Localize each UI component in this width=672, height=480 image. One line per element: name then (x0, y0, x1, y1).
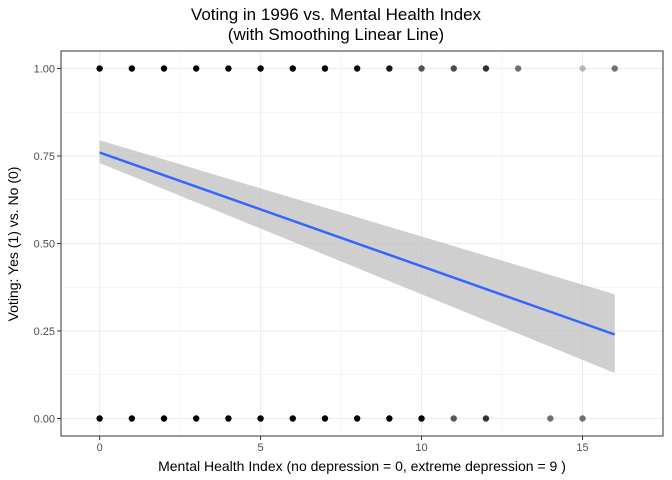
data-point (386, 415, 393, 422)
data-point (96, 415, 103, 422)
data-point (128, 415, 136, 422)
confidence-band (99, 140, 615, 373)
data-point (450, 65, 457, 72)
data-point (514, 65, 522, 72)
data-point (353, 65, 361, 72)
y-axis-title: Voting: Yes (1) vs. No (0) (5, 167, 21, 322)
chart-subtitle: (with Smoothing Linear Line) (227, 25, 445, 44)
x-axis-title: Mental Health Index (no depression = 0, … (158, 458, 566, 474)
fit-line (99, 151, 616, 336)
data-point (289, 415, 296, 422)
y-tick-label: 0.50 (34, 239, 55, 251)
y-tick-label: 0.25 (34, 326, 55, 338)
data-point (225, 65, 232, 72)
data-point (289, 65, 296, 72)
data-point (386, 65, 393, 72)
data-point (160, 65, 168, 72)
data-point (321, 65, 329, 72)
x-tick-label: 10 (415, 442, 427, 454)
grid-lines (61, 51, 663, 436)
y-tick-label: 1.00 (34, 64, 55, 76)
x-tick-label: 15 (576, 442, 588, 454)
data-point (611, 65, 618, 72)
data-point (547, 415, 554, 422)
x-axis-ticks: 0 5 10 15 (97, 436, 589, 454)
data-point (450, 415, 457, 422)
data-point (321, 415, 329, 422)
y-axis-ticks: 0.00 0.25 0.50 0.75 1.00 (34, 64, 61, 426)
y-tick-label: 0.75 (34, 151, 55, 163)
data-point (482, 65, 490, 72)
data-point (353, 415, 361, 422)
data-point (579, 65, 586, 72)
data-point (257, 65, 264, 72)
data-point (482, 415, 490, 422)
data-point (579, 415, 586, 422)
data-point (257, 415, 264, 422)
data-point (225, 415, 232, 422)
data-point (418, 65, 425, 72)
data-point (418, 415, 425, 422)
data-point (128, 65, 136, 72)
data-point (96, 65, 103, 72)
data-point (193, 65, 200, 72)
data-point (160, 415, 168, 422)
x-tick-label: 5 (258, 442, 264, 454)
x-tick-label: 0 (97, 442, 103, 454)
data-point (193, 415, 200, 422)
data-points (96, 65, 618, 422)
chart-title: Voting in 1996 vs. Mental Health Index (190, 5, 482, 24)
fit-line-layer (99, 151, 616, 336)
y-tick-label: 0.00 (34, 414, 55, 426)
confidence-band-layer (99, 140, 615, 373)
